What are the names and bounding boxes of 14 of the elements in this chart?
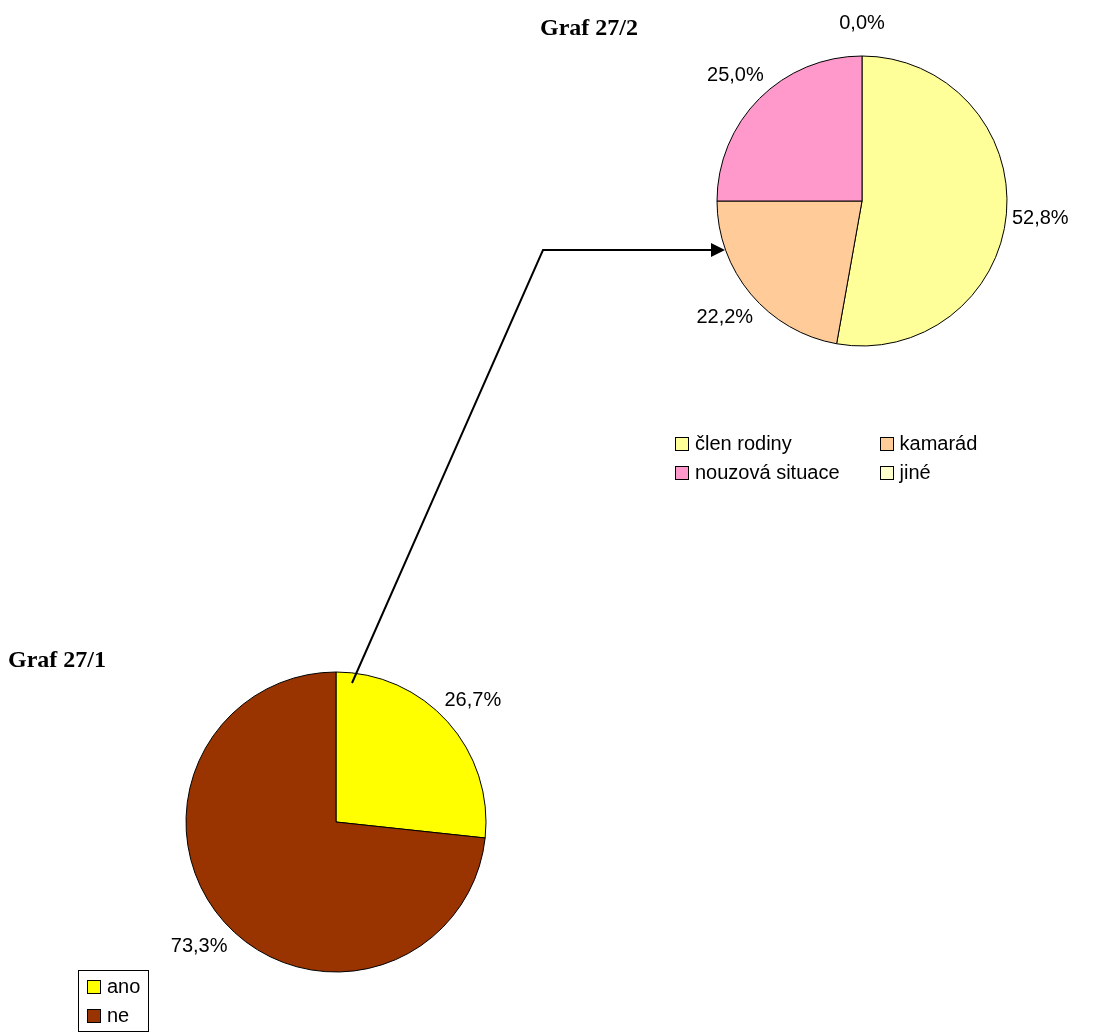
- data-label: 26,7%: [444, 688, 502, 711]
- data-label: 73,3%: [170, 933, 228, 956]
- legend-label: nouzová situace: [695, 461, 840, 484]
- text: 0,0%: [839, 11, 885, 33]
- data-label: 25,0%: [707, 63, 764, 86]
- chart-title: Graf 27/2: [540, 14, 638, 41]
- legend-label: kamarád: [899, 432, 978, 455]
- legend-label: člen rodiny: [695, 432, 792, 455]
- legend-label: ano: [107, 975, 141, 998]
- chart-title: Graf 27/1: [8, 646, 106, 673]
- legend-label: jiné: [899, 461, 931, 484]
- legend-label: ne: [107, 1004, 130, 1027]
- data-label: 22,2%: [696, 304, 754, 327]
- data-label: 52,8%: [1011, 205, 1069, 228]
